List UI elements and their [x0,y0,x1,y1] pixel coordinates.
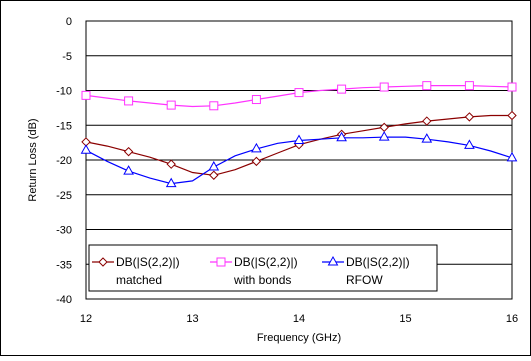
series-marker [336,131,347,142]
series-marker [378,131,390,141]
series-marker [464,139,475,149]
series-marker [251,156,262,167]
series-marker [251,95,261,105]
legend-swatch-marker [216,257,226,267]
series-marker [209,170,219,180]
legend-label: DB(|S(2,2)|) [116,255,180,269]
y-axis-label: Return Loss (dB) [27,118,39,201]
legend-sublabel: matched [116,273,162,287]
x-tick-labels: 12 13 14 15 16 [80,313,518,325]
y-tick-labels: 0 -5 -10 -15 -20 -25 -30 -35 -40 [56,16,72,306]
series-marker [337,84,347,94]
legend: DB(|S(2,2)|) matched DB(|S(2,2)|) with bond… [88,244,438,292]
series-marker [80,144,92,154]
x-tick-label: 14 [293,313,305,325]
series-marker [208,160,220,171]
y-tick-label: -25 [56,190,72,202]
x-axis-label: Frequency (GHz) [257,332,341,344]
series-rfow [80,131,518,188]
x-tick-label: 16 [506,313,518,325]
x-tick-label: 15 [399,313,411,325]
series-marker [81,90,91,100]
series-marker [293,134,305,145]
y-tick-label: -30 [56,225,72,237]
series-marker [422,81,432,91]
series-marker [209,101,219,111]
series-marker [123,165,134,175]
y-tick-label: -15 [56,120,72,132]
series-marker [123,146,134,157]
legend-box [88,244,438,292]
legend-item-with-bonds: DB(|S(2,2)|) with bonds [210,255,298,287]
x-tick-label: 12 [80,313,92,325]
series-marker [166,159,176,169]
series-marker [294,88,304,98]
series-group [80,81,518,188]
legend-item-rfow: DB(|S(2,2)|) RFOW [322,255,410,287]
series-marker [421,133,433,143]
legend-label: DB(|S(2,2)|) [346,255,410,269]
y-tick-label: -35 [56,259,72,271]
legend-item-matched: DB(|S(2,2)|) matched [92,255,180,287]
y-tick-label: -5 [62,51,72,63]
y-tick-label: -20 [56,155,72,167]
y-tick-label: 0 [66,16,72,28]
legend-sublabel: RFOW [346,273,383,287]
y-tick-label: -10 [56,86,72,98]
y-tick-label: -40 [56,294,72,306]
series-marker [464,81,474,91]
series-marker [251,142,262,153]
x-tick-label: 13 [186,313,198,325]
series-marker [379,82,389,92]
series-marker [166,100,176,110]
legend-swatch-marker [98,257,108,267]
legend-label: DB(|S(2,2)|) [234,255,298,269]
series-marker [507,110,517,121]
series-marker [165,177,177,188]
series-with-bonds [81,81,517,111]
series-marker [507,82,517,92]
legend-sublabel: with bonds [233,273,291,287]
series-marker [506,151,518,162]
series-marker [124,96,134,106]
series-marker [464,112,475,122]
legend-swatch-marker [327,255,339,266]
series-marker [422,116,432,126]
